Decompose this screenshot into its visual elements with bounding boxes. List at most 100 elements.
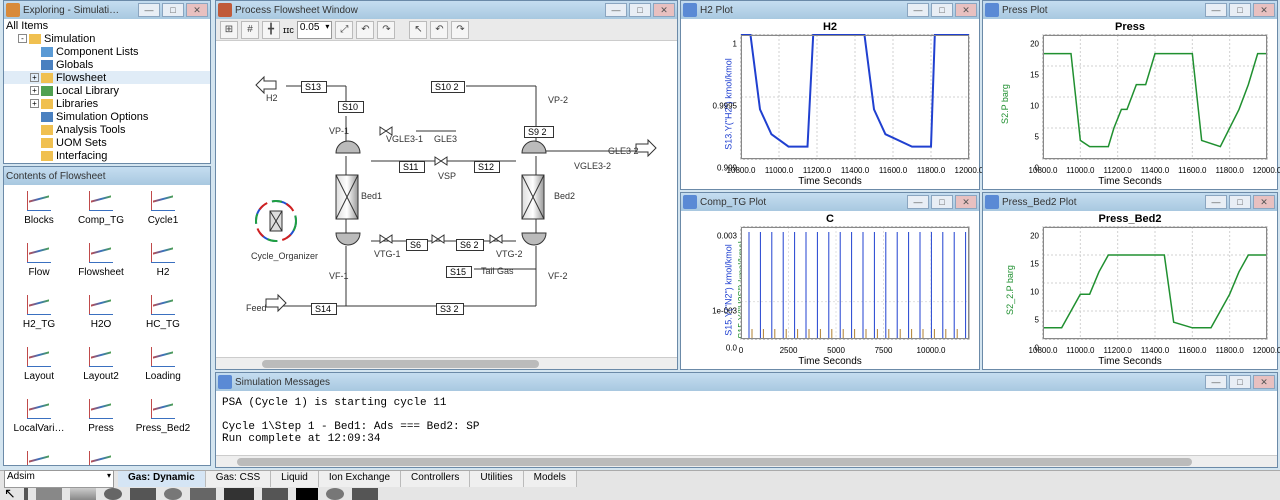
palette-item[interactable]	[104, 488, 122, 500]
h2-plot-titlebar[interactable]: H2 Plot —□✕	[681, 1, 979, 19]
tree-item[interactable]: Analysis Tools	[4, 123, 210, 136]
plot-area[interactable]	[741, 227, 969, 339]
close-button[interactable]: ✕	[1253, 195, 1275, 209]
flowsheet-label[interactable]: Bed2	[554, 191, 575, 201]
comptg-plot-titlebar[interactable]: Comp_TG Plot —□✕	[681, 193, 979, 211]
contents-item[interactable]: Cycle1	[132, 189, 194, 241]
maximize-button[interactable]: □	[629, 3, 651, 17]
flowsheet-titlebar[interactable]: Process Flowsheet Window — □ ✕	[216, 1, 677, 19]
contents-item[interactable]: LocalVari…	[8, 397, 70, 449]
flowsheet-label[interactable]: GLE3 2	[608, 146, 639, 156]
close-button[interactable]: ✕	[1253, 375, 1275, 389]
plot-area[interactable]	[741, 35, 969, 159]
bottom-tab[interactable]: Ion Exchange	[319, 471, 401, 487]
contents-item[interactable]: Temp	[70, 449, 132, 465]
flowsheet-label[interactable]: S6 2	[456, 239, 484, 251]
palette-item[interactable]	[296, 488, 318, 500]
flowsheet-label[interactable]: S14	[311, 303, 337, 315]
palette-item[interactable]	[190, 488, 216, 500]
expand-icon[interactable]: -	[18, 34, 27, 43]
minimize-button[interactable]: —	[138, 3, 160, 17]
rotate-left-button[interactable]: ↶	[356, 21, 374, 39]
redo-button[interactable]: ↷	[451, 21, 469, 39]
explorer-titlebar[interactable]: Exploring - Simulati… — □ ✕	[4, 1, 210, 19]
tree-item[interactable]: Globals	[4, 58, 210, 71]
contents-item[interactable]: Press_Bed2	[132, 397, 194, 449]
flowsheet-label[interactable]: GLE3	[434, 134, 457, 144]
bottom-tab[interactable]: Gas: Dynamic	[118, 471, 206, 487]
tree-item[interactable]: Interfacing	[4, 149, 210, 162]
flowsheet-label[interactable]: S12	[474, 161, 500, 173]
palette-item[interactable]	[130, 488, 156, 500]
maximize-button[interactable]: □	[1229, 195, 1251, 209]
close-button[interactable]: ✕	[186, 3, 208, 17]
flowsheet-label[interactable]: VF-1	[329, 271, 349, 281]
tree-item[interactable]: UOM Sets	[4, 136, 210, 149]
palette-item[interactable]	[24, 488, 28, 500]
tree-root[interactable]: All Items	[4, 19, 210, 32]
messages-titlebar[interactable]: Simulation Messages —□✕	[216, 373, 1277, 391]
bottom-tab[interactable]: Gas: CSS	[206, 471, 271, 487]
flowsheet-label[interactable]: VP-1	[329, 126, 349, 136]
flowsheet-label[interactable]: S10 2	[431, 81, 465, 93]
maximize-button[interactable]: □	[1229, 3, 1251, 17]
tree-item[interactable]: +Local Library	[4, 84, 210, 97]
contents-item[interactable]: H2_TG	[8, 293, 70, 345]
flowsheet-label[interactable]: VSP	[438, 171, 456, 181]
flowsheet-label[interactable]: VGLE3-2	[574, 161, 611, 171]
expand-icon[interactable]: +	[30, 99, 39, 108]
bottom-tab[interactable]: Controllers	[401, 471, 470, 487]
plot-area[interactable]	[1043, 227, 1267, 339]
plot-area[interactable]	[1043, 35, 1267, 159]
flowsheet-label[interactable]: VTG-1	[374, 249, 401, 259]
maximize-button[interactable]: □	[931, 3, 953, 17]
minimize-button[interactable]: —	[1205, 195, 1227, 209]
flowsheet-label[interactable]: VP-2	[548, 95, 568, 105]
contents-item[interactable]: Press	[70, 397, 132, 449]
contents-item[interactable]: Comp_TG	[70, 189, 132, 241]
flowsheet-label[interactable]: VF-2	[548, 271, 568, 281]
contents-item[interactable]: Layout	[8, 345, 70, 397]
tree-item[interactable]: -Simulation	[4, 32, 210, 45]
flowsheet-label[interactable]: S10	[338, 101, 364, 113]
scrollbar-thumb[interactable]	[237, 458, 1192, 466]
grid-button[interactable]: ⊞	[220, 21, 238, 39]
minimize-button[interactable]: —	[1205, 3, 1227, 17]
flowsheet-label[interactable]: VGLE3-1	[386, 134, 423, 144]
tree-item[interactable]: +Libraries	[4, 97, 210, 110]
palette-item[interactable]	[70, 488, 96, 500]
tree-item[interactable]: Simulation Options	[4, 110, 210, 123]
flowsheet-label[interactable]: S15	[446, 266, 472, 278]
flowsheet-label[interactable]: H2	[266, 93, 278, 103]
messages-body[interactable]: PSA (Cycle 1) is starting cycle 11 Cycle…	[216, 391, 1277, 455]
contents-item[interactable]: H2	[132, 241, 194, 293]
close-button[interactable]: ✕	[1253, 3, 1275, 17]
undo-button[interactable]: ↶	[430, 21, 448, 39]
contents-titlebar[interactable]: Contents of Flowsheet	[4, 167, 210, 185]
flowsheet-label[interactable]: S3 2	[436, 303, 464, 315]
flowsheet-label[interactable]: S9 2	[524, 126, 554, 138]
tree-item[interactable]: Component Lists	[4, 45, 210, 58]
minimize-button[interactable]: —	[907, 3, 929, 17]
palette-item[interactable]	[164, 488, 182, 500]
palette-item[interactable]	[36, 488, 62, 500]
scrollbar-thumb[interactable]	[262, 360, 539, 368]
minimize-button[interactable]: —	[907, 195, 929, 209]
bottom-tab[interactable]: Models	[524, 471, 577, 487]
snap-dropdown[interactable]: 0.05	[297, 21, 332, 39]
contents-item[interactable]: Flowsheet	[70, 241, 132, 293]
contents-item[interactable]: HC_TG	[132, 293, 194, 345]
bottom-tab[interactable]: Utilities	[470, 471, 523, 487]
flowsheet-label[interactable]: Feed	[246, 303, 267, 313]
palette-item[interactable]	[326, 488, 344, 500]
align-button[interactable]: ╋	[262, 21, 280, 39]
bottom-tab[interactable]: Liquid	[271, 471, 319, 487]
flowsheet-label[interactable]: Cycle_Organizer	[251, 251, 318, 261]
messages-scrollbar[interactable]	[216, 455, 1277, 467]
contents-item[interactable]: Loading	[132, 345, 194, 397]
pointer-button[interactable]: ↖	[409, 21, 427, 39]
tree-item[interactable]: +Flowsheet	[4, 71, 210, 84]
minimize-button[interactable]: —	[1205, 375, 1227, 389]
palette-item[interactable]	[262, 488, 288, 500]
contents-item[interactable]: Blocks	[8, 189, 70, 241]
